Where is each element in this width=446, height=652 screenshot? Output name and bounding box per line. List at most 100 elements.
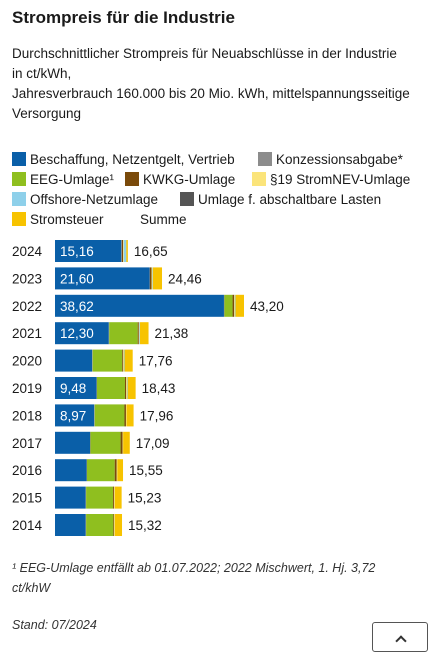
total-value-label: 21,38 [155,326,189,341]
legend-item: Offshore-Netzumlage [12,190,158,209]
legend-label: Offshore-Netzumlage [30,192,158,207]
bar-segment [233,295,235,317]
bar-segment [138,322,139,344]
total-value-label: 15,32 [128,518,162,533]
chart-title: Strompreis für die Industrie [12,8,235,28]
segment-value-label: 8,97 [60,408,86,423]
year-label: 2022 [12,299,42,314]
segment-value-label: 15,16 [60,244,94,259]
year-label: 2020 [12,354,42,369]
legend-label: §19 StromNEV-Umlage [270,172,410,187]
year-label: 2017 [12,436,42,451]
bar-segment [87,459,115,481]
subtitle-line: in ct/kWh, [12,64,436,84]
total-value-label: 43,20 [250,299,284,314]
bar-segment [126,404,127,426]
bar-segment [117,459,118,481]
bar-segment [150,267,152,289]
year-label: 2014 [12,518,43,533]
bar-segment [90,432,120,454]
bar-segment [95,404,125,426]
subtitle-line: Versorgung [12,104,436,124]
footnote-line: ct/khW [12,578,432,598]
legend-swatch [180,192,194,206]
bar-segment [55,350,92,372]
bar-segment [124,350,125,372]
year-label: 2023 [12,271,42,286]
chevron-up-icon [395,635,406,646]
segment-value-label: 12,30 [60,326,94,341]
legend-item: Stromsteuer [12,210,104,229]
legend-swatch [252,172,266,186]
legend-item: EEG-Umlage¹ [12,170,114,189]
bar-segment [122,240,123,262]
legend-item: Umlage f. abschaltbare Lasten [180,190,381,209]
legend-item-summe: Summe [140,210,187,229]
year-label: 2016 [12,463,42,478]
total-value-label: 16,65 [134,244,168,259]
legend-label: Stromsteuer [30,212,104,227]
footnote-line: ¹ EEG-Umlage entfällt ab 01.07.2022; 202… [12,558,432,578]
bar-segment [125,377,126,399]
bar-segment [115,487,122,509]
legend-item: §19 StromNEV-Umlage [252,170,410,189]
bar-segment [127,377,128,399]
year-label: 2024 [12,244,43,259]
footnote: ¹ EEG-Umlage entfällt ab 01.07.2022; 202… [12,558,432,598]
year-label: 2019 [12,381,42,396]
bar-segment [113,514,114,536]
bar-segment [124,240,127,262]
bar-segment [113,487,114,509]
expand-button[interactable] [372,622,428,652]
legend-swatch [12,152,26,166]
legend-item: Beschaffung, Netzentgelt, Vertrieb [12,150,235,169]
legend-swatch [12,172,26,186]
bar-segment [123,432,130,454]
stand-date: Stand: 07/2024 [12,618,97,632]
bar-segment [140,322,149,344]
segment-value-label: 38,62 [60,299,94,314]
total-value-label: 24,46 [168,271,202,286]
legend-swatch [258,152,272,166]
year-label: 2015 [12,491,42,506]
legend-label: Beschaffung, Netzentgelt, Vertrieb [30,152,235,167]
bar-segment [126,377,127,399]
subtitle-line: Jahresverbrauch 160.000 bis 20 Mio. kWh,… [12,84,436,104]
total-value-label: 15,55 [129,463,163,478]
total-value-label: 17,76 [139,354,173,369]
bar-segment [128,377,136,399]
segment-value-label: 21,60 [60,271,94,286]
bar-segment [115,459,117,481]
legend-swatch [12,192,26,206]
total-value-label: 17,96 [140,408,174,423]
bar-segment [124,404,126,426]
bar-segment [139,322,140,344]
bar-segment [55,514,86,536]
legend-swatch [125,172,139,186]
legend-label: Summe [140,212,187,227]
legend-item: KWKG-Umlage [125,170,235,189]
legend-swatch [12,212,26,226]
bar-segment [234,295,235,317]
bar-segment [117,459,123,481]
bar-segment [55,487,86,509]
total-value-label: 17,09 [136,436,170,451]
bar-segment [55,432,90,454]
bar-segment [115,514,122,536]
bar-segment [55,459,87,481]
legend-label: KWKG-Umlage [143,172,235,187]
chart-subtitle: Durchschnittlicher Strompreis für Neuabs… [12,44,436,124]
bar-segment [114,514,115,536]
bar-segment [125,350,133,372]
bar-segment [152,267,153,289]
subtitle-line: Durchschnittlicher Strompreis für Neuabs… [12,44,436,64]
bar-segment [123,350,124,372]
legend-item: Konzessionsabgabe* [258,150,403,169]
bar-segment [86,487,113,509]
year-label: 2021 [12,326,42,341]
bar-segment [139,322,140,344]
total-value-label: 18,43 [142,381,176,396]
total-value-label: 15,23 [128,491,162,506]
bar-segment [235,295,236,317]
bar-segment [93,350,123,372]
